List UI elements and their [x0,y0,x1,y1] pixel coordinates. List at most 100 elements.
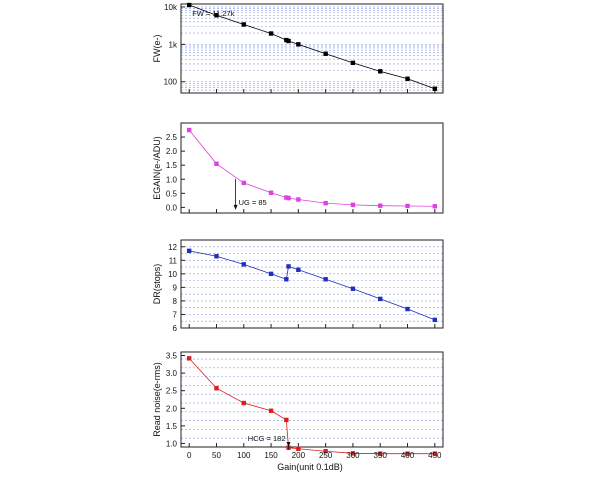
data-point [268,190,274,195]
data-point [186,248,192,254]
data-point [405,76,410,81]
series-line [189,250,435,321]
y-tick-label: 10k [164,3,178,12]
data-point [296,267,301,272]
y-tick-label: 3.0 [166,369,178,378]
x-tick-label: 100 [237,451,251,460]
y-tick-label: 7 [173,310,178,319]
annotation: FW = 11.27k [192,9,234,18]
annotation: HCG = 182 [248,434,286,443]
annotation-arrowhead [233,204,238,210]
data-point [432,317,438,323]
data-point [350,451,356,456]
annotation-arrowhead [286,442,291,447]
data-point [378,296,383,302]
data-point [296,42,301,47]
y-tick-label: 8 [173,297,178,306]
y-tick-label: 1.0 [166,439,178,448]
data-point [241,262,246,267]
plot-frame [180,3,444,94]
y-tick-label: 2.0 [166,404,178,413]
plot-frame [180,122,444,214]
x-tick-label: 200 [292,451,306,460]
y-tick-label: 10 [168,270,177,279]
panel-2: 0.0 0.5 1.0 1.5 2.0 2.5 EGAIN(e-/ADU) UG = 85 [152,122,444,214]
y-axis-label: Read noise(e-rms) [152,362,162,437]
data-point [296,446,301,451]
data-point [350,286,356,291]
y-axis-label: FW(e-) [152,35,162,63]
grid [181,246,443,322]
x-tick-label: 0 [187,451,192,460]
data-point [214,13,219,18]
y-tick-label: 1.5 [166,161,178,170]
data-point [378,69,383,74]
y-tick-label: 12 [168,243,177,252]
data-point [214,386,219,391]
data-point [186,127,192,133]
y-tick-label: 11 [169,256,178,265]
data-point [268,31,274,36]
data-point [214,161,219,166]
data-point [378,203,383,208]
data-point [268,271,274,277]
data-point [284,417,289,423]
plot-frame [180,351,444,448]
series-line [188,129,435,207]
data-point [286,195,291,201]
data-point [350,202,356,208]
x-tick-label: 400 [401,451,415,460]
data-point [296,197,301,202]
y-tick-label: 2.0 [166,147,178,156]
y-tick-label: 100 [164,78,178,87]
data-point [186,2,192,8]
y-tick-label: 1.0 [166,175,178,184]
panel-4: 1.0 1.5 2.0 2.5 3.0 3.5 Read noise(e-rms) HCG =… [152,351,444,456]
data-point [284,277,289,282]
y-tick-label: 1k [169,40,178,49]
panel-3: 6 7 8 9 10 11 12 DR(stops) [152,239,444,333]
data-point [350,60,356,66]
series-line [189,4,435,90]
data-point [241,400,246,406]
y-tick-label: 1.5 [166,422,178,431]
annotation: UG = 85 [239,198,267,207]
x-tick-label: 50 [212,451,221,460]
panel-1: 100 1k 10k FW(e-) FW = 11.27k [152,2,444,94]
data-point [323,51,328,56]
y-tick-label: 2.5 [166,387,178,396]
data-point [214,254,219,259]
y-tick-label: 6 [173,324,178,333]
data-point [432,451,438,456]
plot-frame [180,239,444,329]
x-tick-label: 350 [374,451,388,460]
data-point [268,408,274,413]
series-line [188,358,435,455]
y-axis-label: DR(stops) [152,264,162,305]
data-point [378,451,383,456]
x-tick-label: 300 [346,451,360,460]
data-point [186,356,192,361]
data-point [405,306,410,312]
data-point [432,86,438,91]
y-tick-label: 0.0 [166,203,178,212]
data-point [241,22,246,27]
y-tick-label: 9 [173,283,178,292]
data-point [405,203,410,209]
data-point [323,200,328,206]
x-axis: Gain(unit 0.1dB) 0 50 100 150 200 250 300 350 40… [187,451,442,472]
grid [181,358,443,439]
data-point [241,180,246,186]
x-tick-label: 150 [264,451,278,460]
data-point [405,451,410,456]
y-tick-label: 2.5 [166,133,178,142]
data-point [432,204,438,209]
x-axis-label: Gain(unit 0.1dB) [277,462,343,472]
y-axis-label: EGAIN(e-/ADU) [152,136,162,200]
y-tick-label: 3.5 [166,352,178,361]
y-tick-label: 0.5 [166,189,178,198]
data-point [286,264,291,269]
data-point [286,38,291,44]
data-point [323,449,328,454]
